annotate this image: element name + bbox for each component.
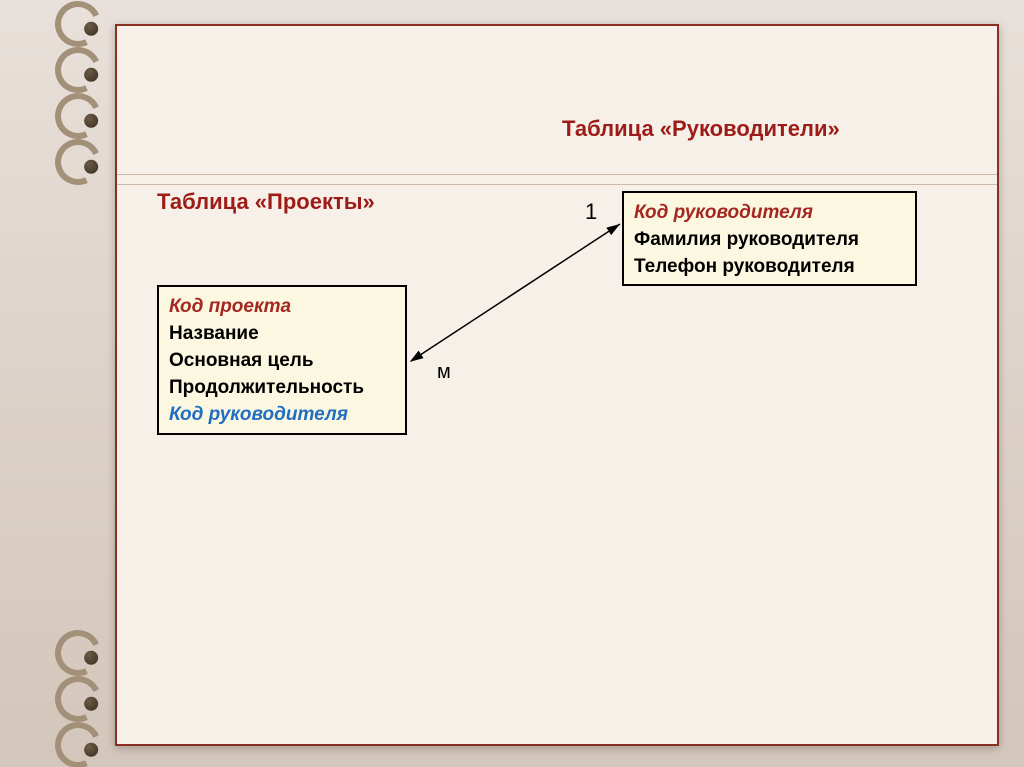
title-projects: Таблица «Проекты» — [157, 189, 375, 215]
rule-line-top — [117, 174, 997, 175]
managers-key-field: Код руководителя — [634, 199, 905, 226]
spiral-binding — [55, 0, 115, 767]
projects-field-name: Название — [169, 320, 395, 347]
cardinality-many: м — [437, 361, 451, 384]
projects-field-duration: Продолжительность — [169, 374, 395, 401]
page-area: Таблица «Руководители» Таблица «Проекты»… — [115, 24, 999, 746]
title-managers: Таблица «Руководители» — [562, 116, 840, 142]
projects-key-field: Код проекта — [169, 293, 395, 320]
entity-projects: Код проекта Название Основная цель Продо… — [157, 285, 407, 435]
projects-fk-field: Код руководителя — [169, 401, 395, 428]
cardinality-one: 1 — [585, 199, 597, 225]
managers-field-surname: Фамилия руководителя — [634, 226, 905, 253]
rule-line-bottom — [117, 184, 997, 185]
projects-field-goal: Основная цель — [169, 347, 395, 374]
managers-field-phone: Телефон руководителя — [634, 253, 905, 280]
slide-outer: Таблица «Руководители» Таблица «Проекты»… — [0, 0, 1024, 767]
entity-managers: Код руководителя Фамилия руководителя Те… — [622, 191, 917, 286]
